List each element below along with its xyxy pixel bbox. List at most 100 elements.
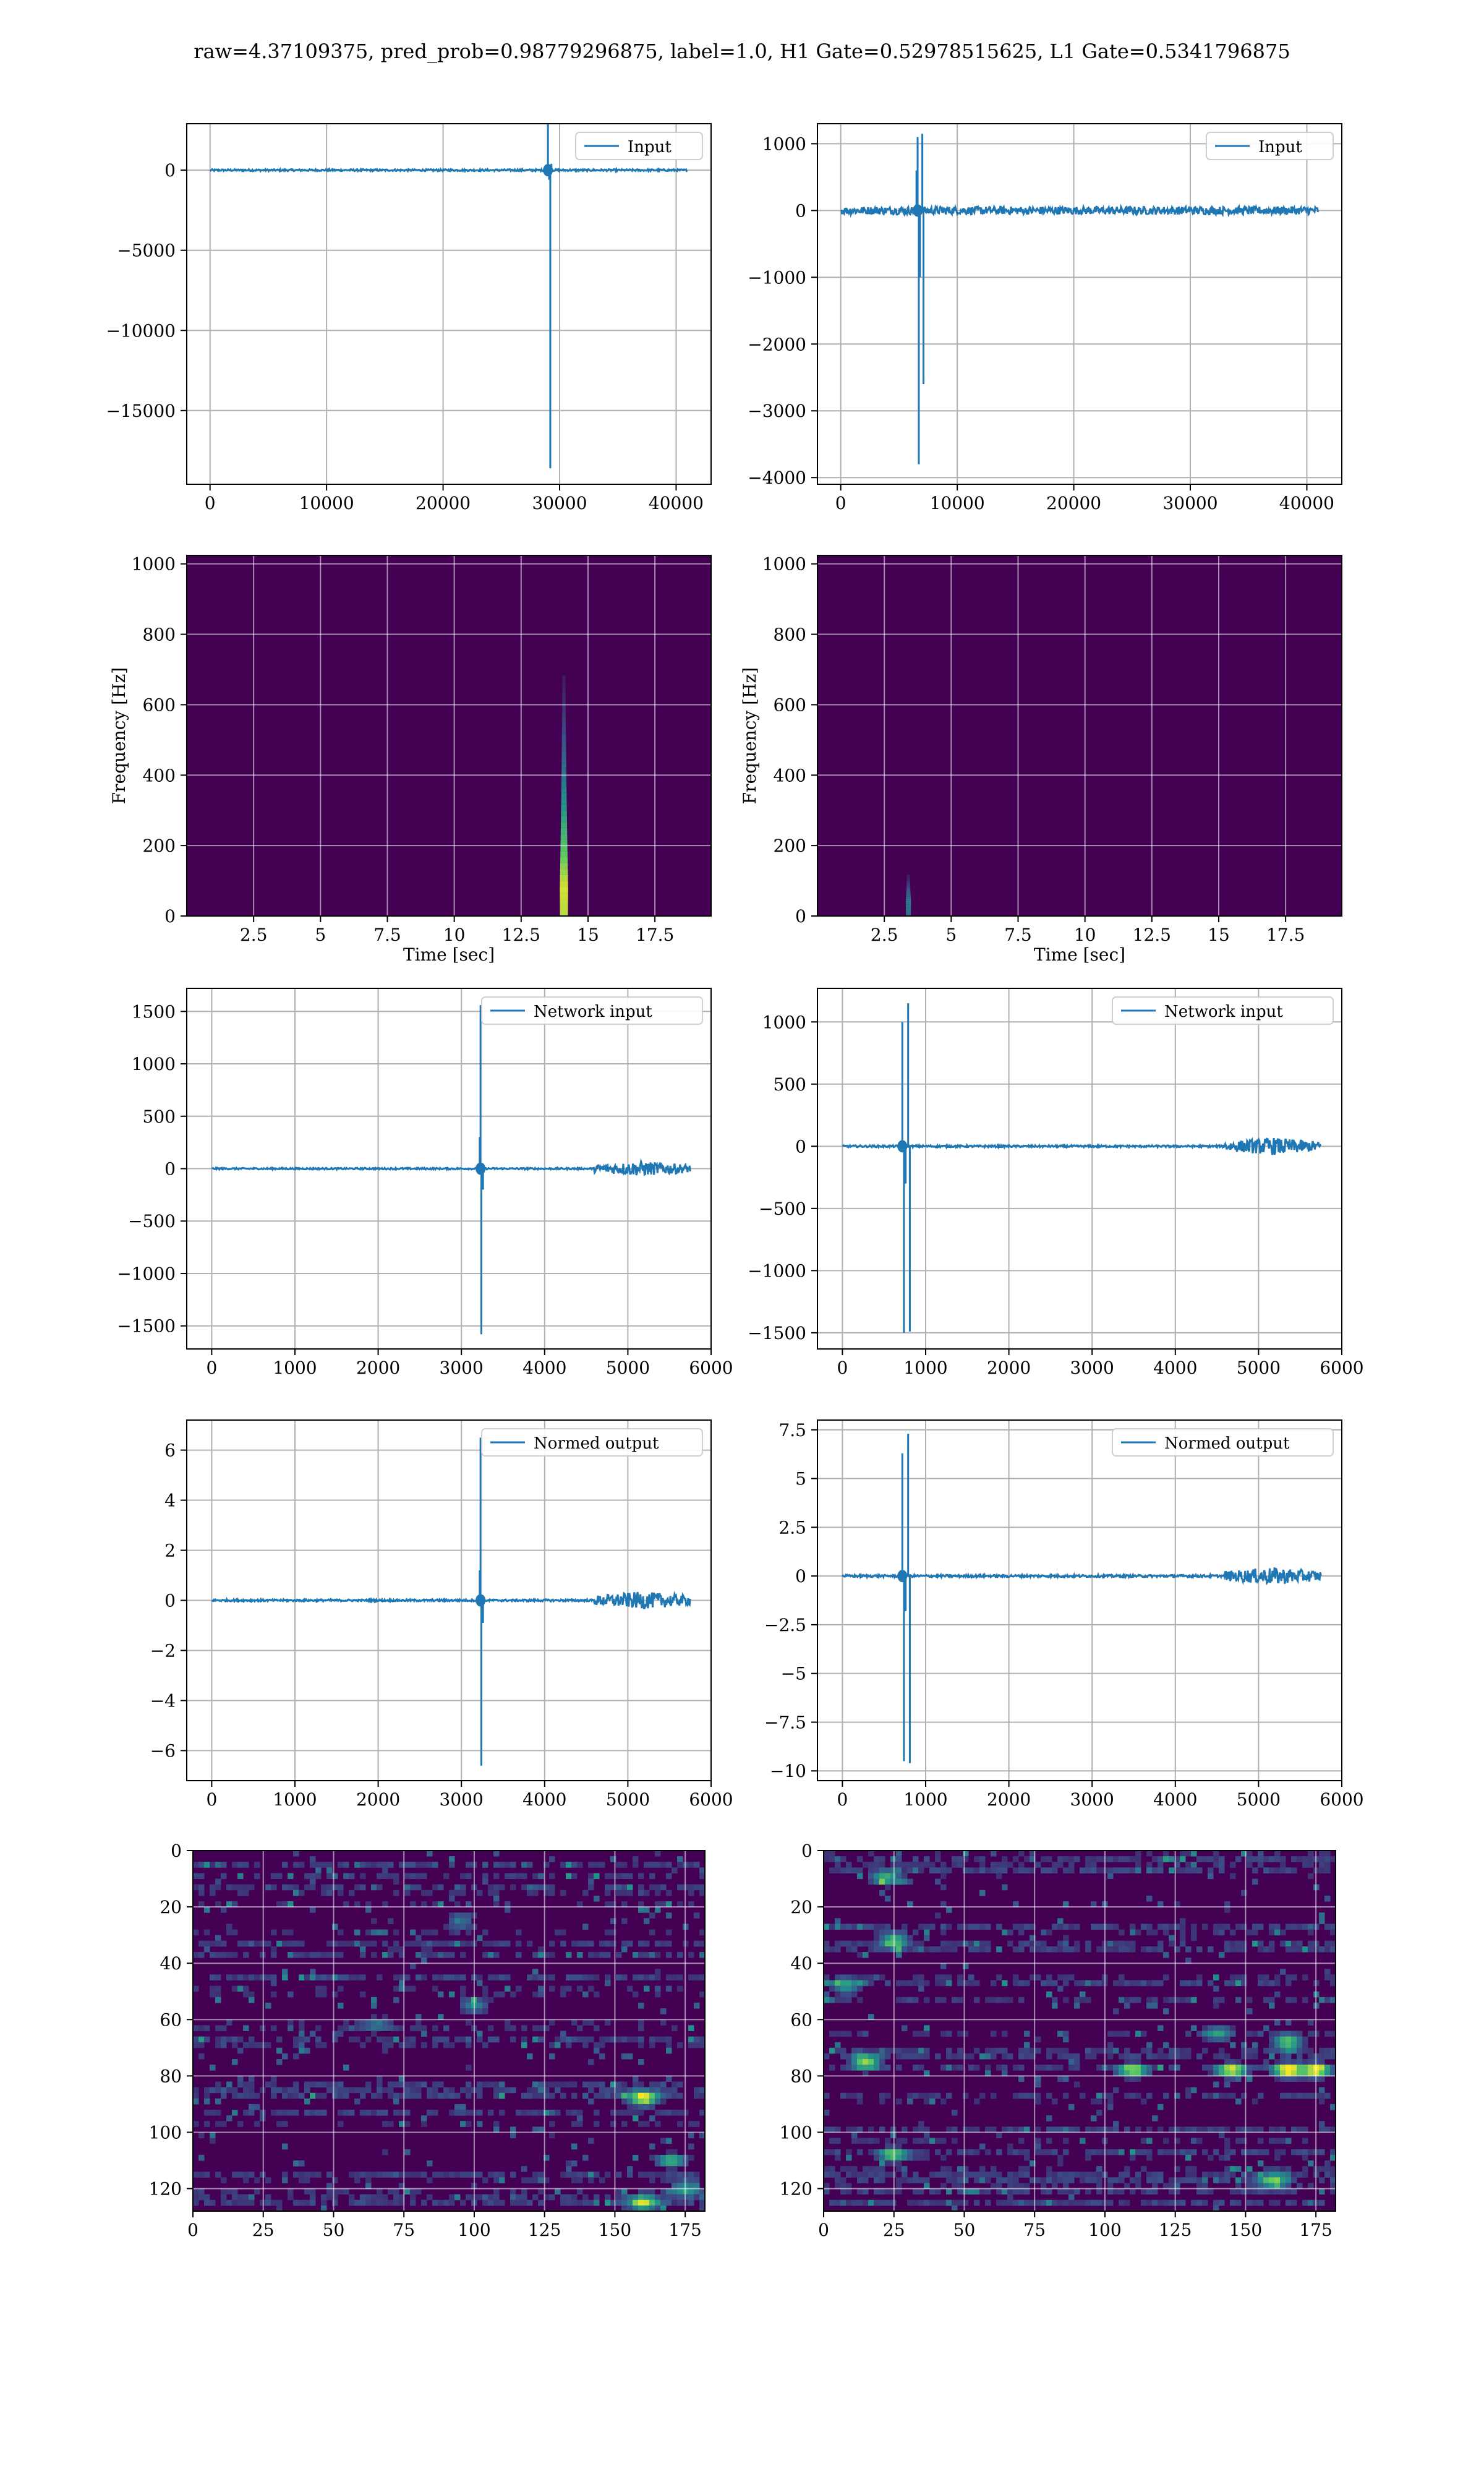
feature-cell xyxy=(1291,2031,1297,2037)
feature-cell xyxy=(477,2110,483,2116)
feature-cell xyxy=(649,2081,655,2088)
feature-cell xyxy=(1013,1980,1019,1987)
feature-cell xyxy=(1291,2199,1297,2206)
feature-cell xyxy=(644,2194,650,2201)
x-tick-label: 0 xyxy=(837,1789,848,1810)
feature-cell xyxy=(902,1862,908,1868)
feature-cell xyxy=(1291,2042,1297,2048)
feature-cell xyxy=(505,1901,511,1907)
feature-cell xyxy=(1096,2065,1102,2071)
feature-cell xyxy=(549,1974,555,1981)
feature-cell xyxy=(599,2092,605,2099)
feature-cell xyxy=(326,1873,333,1880)
feature-cell xyxy=(1297,2065,1303,2071)
feature-cell xyxy=(957,2065,963,2071)
feature-cell xyxy=(1280,2183,1286,2189)
feature-cell xyxy=(299,1862,305,1868)
feature-cell xyxy=(1052,2002,1058,2009)
feature-cell xyxy=(672,2092,678,2099)
spectrogram-cell xyxy=(561,775,567,781)
feature-cell xyxy=(940,1980,947,1987)
feature-cell xyxy=(879,1974,885,1981)
feature-cell xyxy=(829,2149,835,2155)
feature-cell xyxy=(1208,1946,1214,1953)
feature-cell xyxy=(952,2138,958,2144)
feature-cell xyxy=(610,2087,616,2094)
feature-cell xyxy=(1252,1940,1258,1947)
feature-cell xyxy=(1052,2098,1058,2105)
feature-cell xyxy=(1135,1997,1141,2003)
feature-cell xyxy=(1208,2025,1214,2031)
feature-cell xyxy=(521,2177,527,2183)
feature-cell xyxy=(1319,2098,1325,2105)
feature-cell xyxy=(321,1884,327,1891)
feature-cell xyxy=(460,2087,466,2094)
feature-cell xyxy=(952,2126,958,2133)
feature-cell xyxy=(1035,1946,1041,1953)
feature-cell xyxy=(577,1985,583,1992)
feature-cell xyxy=(466,2110,472,2116)
feature-cell xyxy=(477,2008,483,2014)
feature-cell xyxy=(991,2172,997,2178)
feature-cell xyxy=(198,2172,205,2178)
feature-cell xyxy=(952,2065,958,2071)
feature-cell xyxy=(1018,1924,1025,1930)
feature-cell xyxy=(571,2160,578,2167)
spectrogram-cell xyxy=(560,898,568,905)
y-tick-label: 40 xyxy=(790,1953,812,1974)
feature-cell xyxy=(1235,2177,1242,2183)
feature-cell xyxy=(1113,2087,1119,2094)
feature-cell xyxy=(299,2042,305,2048)
feature-cell xyxy=(1274,2036,1281,2043)
feature-cell xyxy=(1024,1924,1030,1930)
feature-cell xyxy=(404,1873,411,1880)
feature-cell xyxy=(204,2172,210,2178)
feature-cell xyxy=(527,2092,533,2099)
feature-cell xyxy=(677,1901,683,1907)
feature-cell xyxy=(566,2166,572,2172)
feature-cell xyxy=(874,1856,880,1862)
feature-cell xyxy=(1269,2188,1275,2195)
feature-cell xyxy=(649,2154,655,2161)
feature-cell xyxy=(538,1974,544,1981)
feature-cell xyxy=(365,2036,372,2043)
feature-cell xyxy=(1291,1867,1297,1873)
feature-cell xyxy=(913,2031,919,2037)
feature-cell xyxy=(846,2166,852,2172)
feature-cell xyxy=(221,1862,227,1868)
feature-cell xyxy=(1297,2070,1303,2076)
feature-cell xyxy=(210,1940,216,1947)
feature-cell xyxy=(371,2031,377,2037)
feature-cell xyxy=(544,2081,550,2088)
feature-cell xyxy=(560,2199,566,2206)
feature-cell xyxy=(1235,2065,1242,2071)
feature-cell xyxy=(840,1980,846,1987)
feature-cell xyxy=(940,1963,947,1969)
feature-cell xyxy=(649,2087,655,2094)
feature-cell xyxy=(1241,2053,1247,2060)
feature-cell xyxy=(1191,2087,1197,2094)
y-tick-label: 1000 xyxy=(132,554,176,575)
feature-cell xyxy=(1180,2177,1186,2183)
feature-cell xyxy=(499,2110,505,2116)
spectrogram-cell xyxy=(561,745,566,752)
feature-cell xyxy=(1096,2092,1102,2099)
feature-cell xyxy=(835,1862,841,1868)
feature-cell xyxy=(1258,1940,1264,1947)
feature-cell xyxy=(360,1991,366,1998)
feature-cell xyxy=(913,2126,919,2133)
feature-cell xyxy=(276,2087,283,2094)
feature-cell xyxy=(605,2036,611,2043)
feature-cell xyxy=(538,2177,544,2183)
feature-cell xyxy=(655,2160,661,2167)
feature-cell xyxy=(432,1884,438,1891)
feature-cell xyxy=(1274,2183,1281,2189)
feature-cell xyxy=(349,2110,355,2116)
feature-cell xyxy=(1085,2053,1091,2060)
feature-cell xyxy=(315,1862,322,1868)
feature-cell xyxy=(621,2205,628,2211)
series-line xyxy=(209,166,688,174)
feature-cell xyxy=(232,2042,238,2048)
feature-cell xyxy=(1291,1940,1297,1947)
feature-cell xyxy=(315,1867,322,1873)
